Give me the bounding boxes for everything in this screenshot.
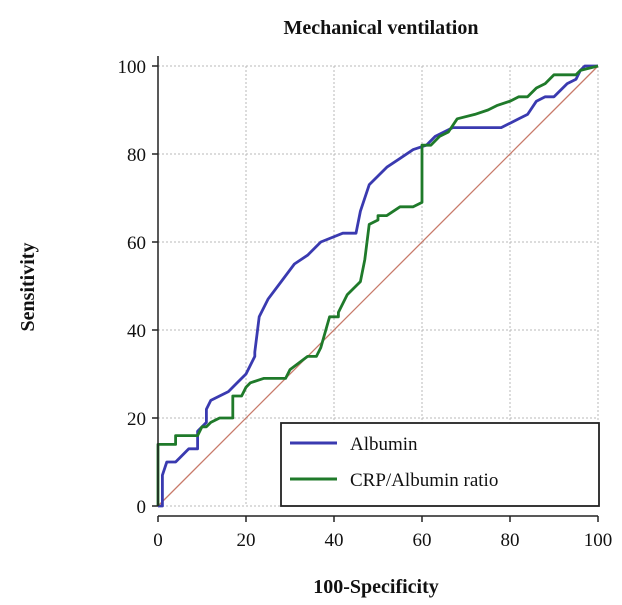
chart-title: Mechanical ventilation: [284, 17, 479, 39]
y-tick-label-60: 60: [127, 233, 146, 254]
y-tick-label-100: 100: [118, 57, 147, 78]
legend-box: [280, 422, 600, 507]
reference-diagonal: [157, 65, 599, 507]
x-tick-label-60: 60: [413, 530, 432, 551]
y-tick-label-20: 20: [127, 409, 146, 430]
y-tick-label-40: 40: [127, 321, 146, 342]
series-lines: [156, 64, 599, 508]
y-axis-label: Sensitivity: [17, 243, 39, 332]
x-tick-label-80: 80: [501, 530, 520, 551]
axes: [157, 56, 598, 517]
y-tick-label-0: 0: [137, 497, 147, 518]
series-line-crp-albumin-ratio: [156, 64, 599, 506]
legend: Albumin CRP/Albumin ratio: [280, 422, 600, 507]
legend-label-albumin: Albumin: [350, 434, 418, 455]
x-tick-label-100: 100: [584, 530, 613, 551]
y-tick-label-80: 80: [127, 145, 146, 166]
x-tick-label-0: 0: [153, 530, 163, 551]
reference-line: [157, 65, 599, 507]
legend-label-crp-albumin-ratio: CRP/Albumin ratio: [350, 470, 498, 491]
tick-labels: 0 20 40 60 80 100 0 20 40 60 80 100: [118, 57, 613, 551]
x-tick-label-20: 20: [237, 530, 256, 551]
x-axis-label: 100-Specificity: [313, 576, 439, 598]
x-tick-label-40: 40: [325, 530, 344, 551]
